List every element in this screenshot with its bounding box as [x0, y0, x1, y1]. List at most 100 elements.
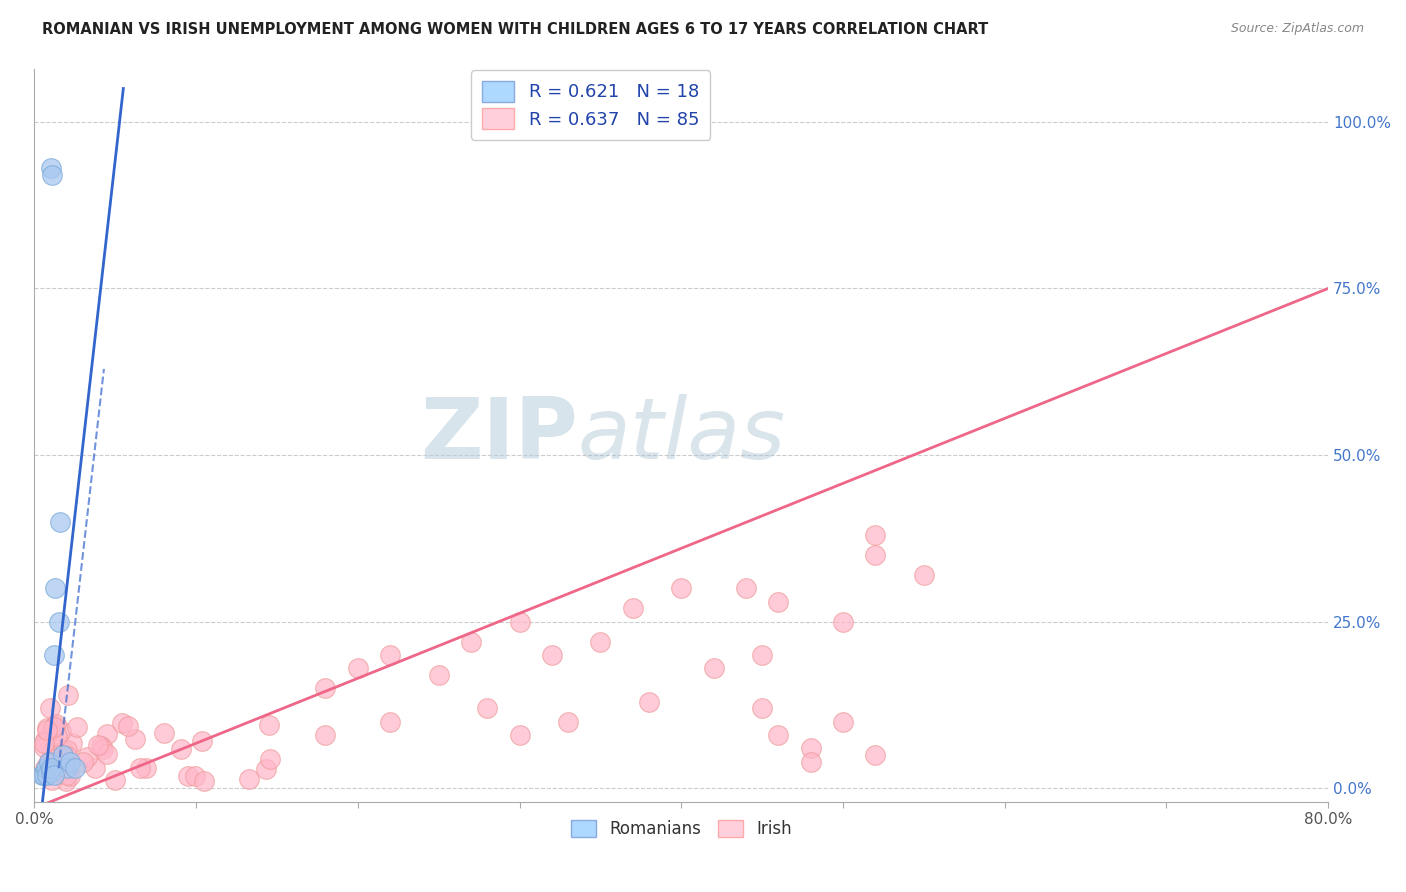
Text: ZIP: ZIP	[420, 393, 578, 476]
Point	[45, 751, 67, 765]
Point	[751, 648, 773, 662]
Point	[460, 634, 482, 648]
Point	[254, 762, 277, 776]
Point	[865, 528, 887, 542]
Point	[56, 688, 79, 702]
Text: ROMANIAN VS IRISH UNEMPLOYMENT AMONG WOMEN WITH CHILDREN AGES 6 TO 17 YEARS CORR: ROMANIAN VS IRISH UNEMPLOYMENT AMONG WOM…	[42, 22, 988, 37]
Point	[55, 761, 77, 775]
Point	[832, 714, 855, 729]
Point	[32, 768, 55, 782]
Point	[509, 728, 531, 742]
Point	[751, 701, 773, 715]
Point	[42, 731, 65, 746]
Point	[314, 728, 336, 742]
Point	[44, 719, 66, 733]
Point	[32, 736, 55, 750]
Point	[34, 761, 56, 775]
Point	[124, 732, 146, 747]
Point	[314, 681, 336, 696]
Point	[39, 764, 62, 779]
Point	[912, 568, 935, 582]
Point	[51, 723, 73, 738]
Point	[56, 743, 79, 757]
Point	[541, 648, 564, 662]
Point	[117, 719, 139, 733]
Legend: Romanians, Irish: Romanians, Irish	[564, 813, 799, 845]
Point	[34, 739, 56, 754]
Point	[671, 582, 693, 596]
Point	[42, 768, 65, 782]
Point	[34, 732, 56, 747]
Point	[800, 755, 823, 769]
Point	[638, 695, 661, 709]
Point	[59, 755, 82, 769]
Point	[49, 747, 72, 761]
Point	[703, 661, 725, 675]
Point	[865, 548, 887, 562]
Point	[259, 751, 281, 765]
Point	[193, 773, 215, 788]
Point	[66, 720, 89, 734]
Point	[184, 769, 207, 783]
Point	[135, 761, 157, 775]
Point	[48, 615, 70, 629]
Point	[768, 728, 790, 742]
Point	[589, 634, 612, 648]
Point	[53, 756, 76, 771]
Point	[91, 742, 114, 756]
Point	[60, 736, 83, 750]
Point	[49, 515, 72, 529]
Point	[39, 161, 62, 176]
Point	[72, 755, 94, 769]
Point	[34, 764, 56, 779]
Point	[378, 714, 401, 729]
Point	[52, 744, 75, 758]
Point	[83, 761, 105, 775]
Point	[477, 701, 499, 715]
Point	[191, 733, 214, 747]
Point	[45, 716, 67, 731]
Point	[39, 761, 62, 775]
Point	[735, 582, 758, 596]
Point	[76, 750, 98, 764]
Point	[37, 756, 59, 770]
Point	[238, 772, 260, 787]
Point	[42, 648, 65, 662]
Point	[378, 648, 401, 662]
Point	[39, 701, 62, 715]
Point	[52, 747, 75, 762]
Point	[129, 761, 152, 775]
Point	[176, 769, 198, 783]
Point	[46, 729, 69, 743]
Point	[153, 725, 176, 739]
Point	[37, 723, 59, 737]
Point	[96, 726, 118, 740]
Point	[257, 718, 280, 732]
Point	[86, 738, 108, 752]
Point	[346, 661, 368, 675]
Point	[104, 772, 127, 787]
Point	[557, 714, 579, 729]
Point	[111, 715, 134, 730]
Point	[58, 769, 80, 783]
Text: atlas: atlas	[578, 393, 786, 476]
Point	[41, 722, 63, 736]
Point	[768, 594, 790, 608]
Point	[89, 739, 111, 753]
Point	[800, 741, 823, 756]
Point	[509, 615, 531, 629]
Point	[41, 772, 63, 787]
Point	[35, 761, 58, 775]
Point	[37, 768, 59, 782]
Point	[832, 615, 855, 629]
Point	[41, 746, 63, 760]
Point	[427, 668, 450, 682]
Point	[31, 768, 53, 782]
Point	[621, 601, 644, 615]
Point	[170, 741, 193, 756]
Point	[41, 168, 63, 182]
Point	[63, 761, 86, 775]
Point	[49, 761, 72, 775]
Point	[44, 582, 66, 596]
Point	[38, 755, 60, 769]
